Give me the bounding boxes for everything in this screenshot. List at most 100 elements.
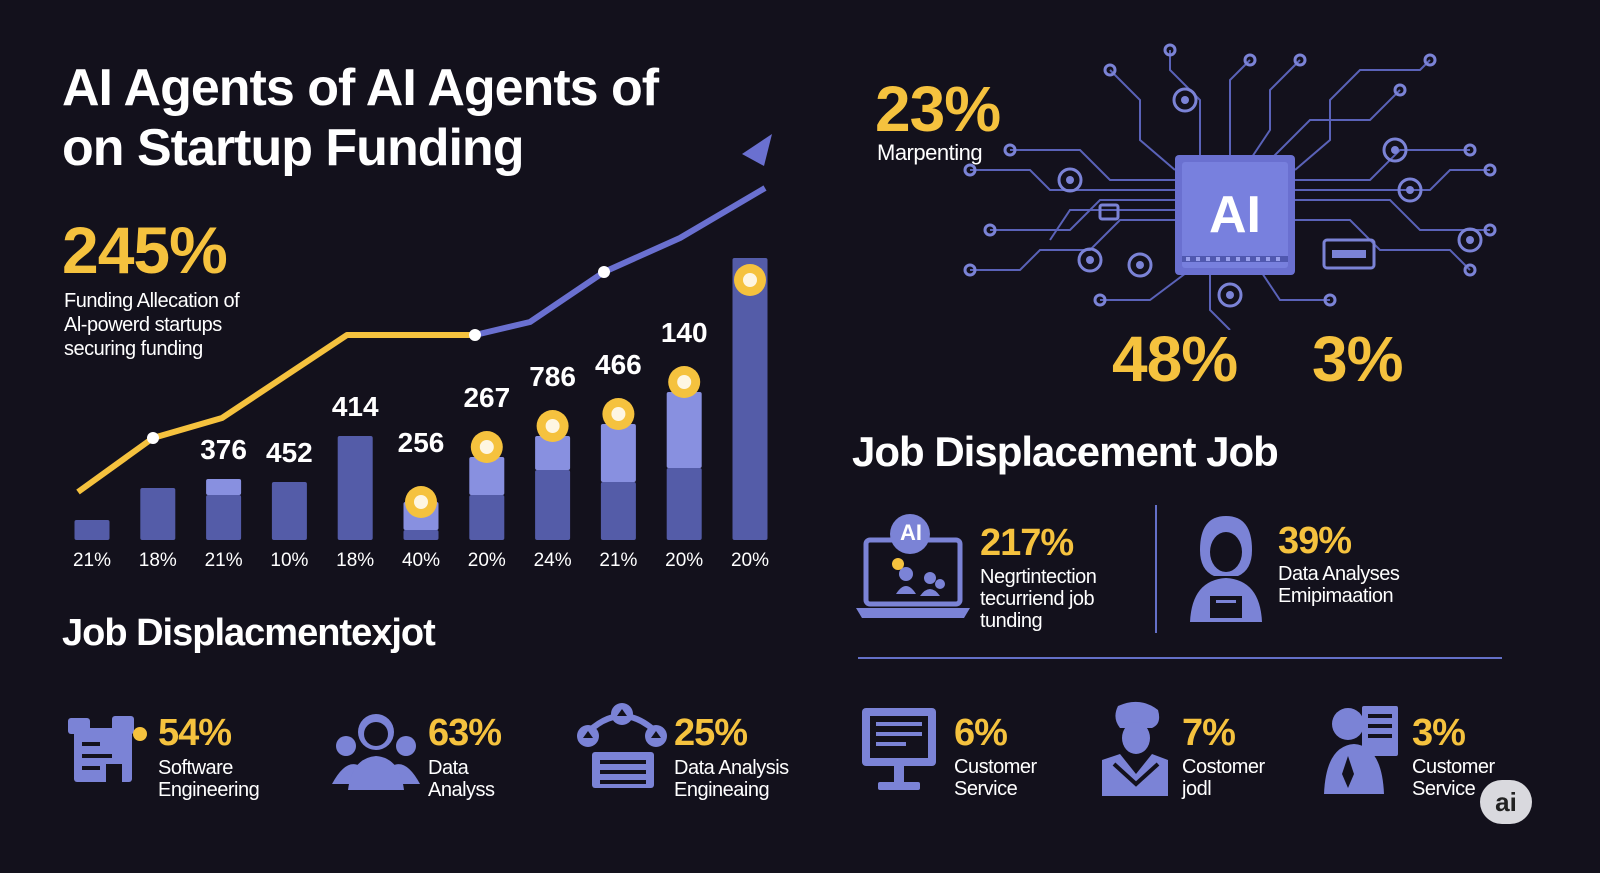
bar	[271, 482, 307, 540]
trend-line-blue	[474, 185, 767, 338]
bar	[403, 530, 439, 540]
ai-circuit-illustration	[963, 43, 1497, 330]
hero-desc-line-2: Al-powerd startups	[64, 314, 222, 336]
data-label: 452	[266, 437, 313, 468]
tick-label: 18%	[139, 550, 177, 571]
bottom-stat-label-line-1: Customer	[954, 756, 1037, 778]
stat-label-line-2: Engineaing	[674, 779, 770, 801]
data-label: 376	[200, 434, 247, 465]
tick-label: 21%	[205, 550, 243, 571]
feature-label-line-3: tunding	[980, 610, 1043, 632]
tick-label: 10%	[270, 550, 308, 571]
bottom-stat-label-line-2: jodl	[1182, 778, 1212, 800]
bar	[469, 495, 505, 540]
hero-percent: 245%	[62, 213, 228, 287]
stat-label: Data Analyss	[428, 757, 495, 801]
marker-icon-inner	[743, 273, 757, 287]
tick-label: 20%	[468, 550, 506, 571]
feature-value: 39%	[1278, 520, 1352, 562]
bottom-stat-label-line-1: Costomer	[1182, 756, 1265, 778]
right-section-title: Job Displacement Job	[852, 428, 1279, 475]
bar	[140, 488, 176, 540]
stat-label-line-1: Data Analysis	[674, 757, 789, 779]
stat-label: Data Analysis Engineaing	[674, 757, 789, 801]
feature-value: 217%	[980, 522, 1074, 564]
bottom-stat-label: Customer Service	[1412, 756, 1495, 800]
tick-label: 40%	[402, 550, 440, 571]
bar	[337, 436, 373, 540]
bar-segment	[206, 479, 242, 495]
bottom-stat-value: 3%	[1412, 712, 1466, 754]
top-label: Marpenting	[877, 140, 983, 165]
bottom-stat-value: 7%	[1182, 712, 1236, 754]
stat-value: 25%	[674, 712, 748, 754]
hero-desc-line-3: securing funding	[64, 338, 203, 360]
feature-label: Data Analyses Emipimaation	[1278, 563, 1400, 607]
data-label: 414	[332, 391, 379, 422]
marker-icon-inner	[611, 407, 626, 421]
bottom-stat-label: Costomer jodl	[1182, 756, 1265, 800]
bottom-stat-label: Customer Service	[954, 756, 1037, 800]
bar-segment	[600, 424, 636, 482]
bar	[600, 482, 636, 540]
office-building-icon	[68, 716, 147, 782]
stat-value: 54%	[158, 712, 232, 754]
tick-label: 24%	[534, 550, 572, 571]
data-label: 256	[398, 427, 445, 458]
line-point	[469, 329, 481, 341]
stat-label-line-1: Data	[428, 757, 469, 779]
data-label: 267	[463, 382, 510, 413]
hero-desc-line-1: Funding Allecation of	[64, 290, 240, 312]
horizontal-divider	[858, 657, 1502, 659]
left-section-title: Job Displacmentexjot	[62, 612, 436, 654]
title-line-2: on Startup Funding	[62, 119, 524, 177]
bottom-stat-label-line-1: Customer	[1412, 756, 1495, 778]
data-label: 140	[661, 317, 708, 348]
ai-chip-label: AI	[1209, 186, 1261, 244]
hero-description: Funding Allecation of Al-powerd startups…	[64, 289, 304, 361]
data-label: 466	[595, 349, 642, 380]
ai-watermark-badge: ai	[1480, 780, 1532, 824]
tick-label: 20%	[731, 550, 769, 571]
percent-right: 3%	[1312, 323, 1403, 395]
bar	[206, 495, 242, 540]
stat-label-line-2: Engineering	[158, 779, 260, 801]
top-percent: 23%	[875, 73, 1001, 145]
line-point	[598, 266, 610, 278]
person-icon	[1190, 516, 1262, 622]
monitor-icon	[862, 708, 936, 790]
bar-segment	[535, 436, 571, 470]
trend-line-yellow	[76, 332, 475, 495]
funding-chart: 21% 18% 21% 376 10% 452 18% 414 40% 256 20% 267 24% 7…	[73, 134, 772, 571]
marker-icon-inner	[479, 440, 494, 454]
feature-label-line-1: Data Analyses	[1278, 563, 1400, 585]
tick-label: 20%	[665, 550, 703, 571]
bottom-stat-value: 6%	[954, 712, 1008, 754]
stat-label-line-2: Analyss	[428, 779, 495, 801]
laptop-ai-icon	[856, 514, 970, 618]
percent-left: 48%	[1112, 323, 1238, 395]
bar	[666, 468, 702, 540]
data-label: 786	[529, 361, 576, 392]
title-line-1: AI Agents of AI Agents of	[62, 59, 659, 117]
marker-icon-inner	[414, 495, 428, 509]
stat-label-line-1: Software	[158, 757, 233, 779]
feature-label-line-2: Emipimaation	[1278, 585, 1394, 607]
marker-icon-inner	[545, 419, 560, 433]
bar	[535, 470, 571, 540]
team-people-icon	[332, 714, 420, 790]
vertical-divider	[1155, 505, 1157, 633]
trend-arrow-head	[742, 134, 772, 166]
page-title: AI Agents of AI Agents of on Startup Fun…	[62, 58, 762, 178]
feature-label-line-2: tecurriend job	[980, 588, 1095, 610]
bar	[74, 520, 110, 540]
bar-segment	[666, 392, 702, 468]
feature-label-line-1: Negrtintection	[980, 566, 1097, 588]
tick-label: 18%	[336, 550, 374, 571]
person-document-icon	[1324, 706, 1398, 794]
tick-label: 21%	[599, 550, 637, 571]
line-point	[147, 432, 159, 444]
bottom-stat-label-line-2: Service	[954, 778, 1018, 800]
bar	[732, 258, 768, 540]
stat-value: 63%	[428, 712, 502, 754]
